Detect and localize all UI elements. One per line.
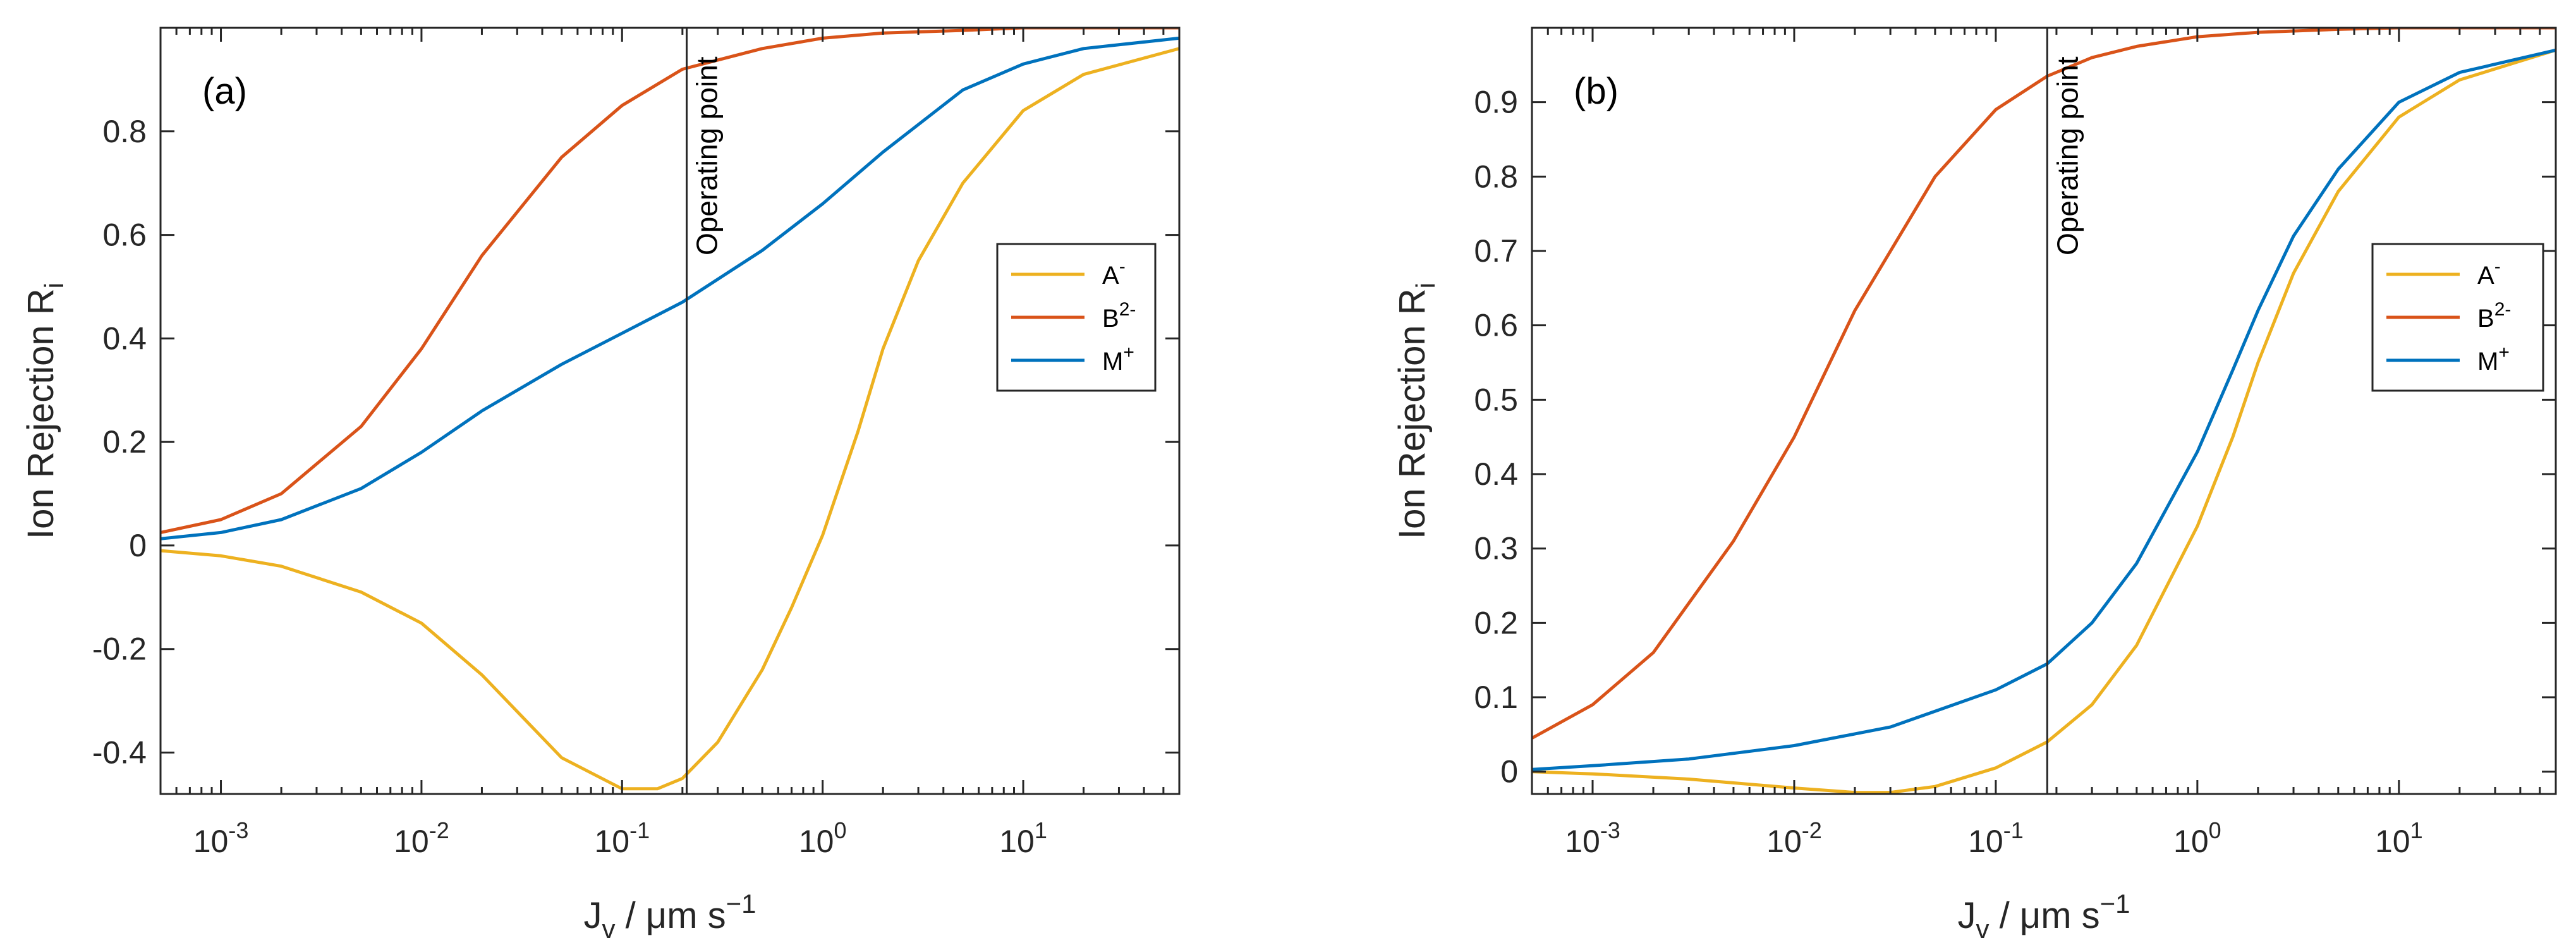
y-tick-label: 0.6 — [1474, 308, 1518, 343]
y-tick-label: 0 — [129, 528, 147, 563]
y-tick-label: 0.8 — [102, 114, 147, 149]
y-tick-label: 0.9 — [1474, 85, 1518, 120]
plot-area — [1532, 28, 2556, 794]
y-tick-label: 0.6 — [102, 217, 147, 253]
operating-point-label: Operating point — [691, 56, 724, 255]
panel-b: Operating point 10-3 10-2 10-1 100 101 0 0.1 0.2… — [1392, 27, 2557, 944]
x-tick-label: 10-2 — [394, 817, 449, 859]
x-tick-label: 10-1 — [1968, 817, 2024, 859]
x-tick-label: 101 — [999, 817, 1047, 859]
legend: A- B2- M+ — [996, 243, 1157, 392]
series-line-M — [161, 36, 1179, 540]
x-tick-label: 10-3 — [193, 817, 249, 859]
y-tick-label: 0 — [1500, 754, 1518, 790]
legend-label-A: A- — [2477, 256, 2501, 290]
panel-label: (a) — [202, 71, 247, 112]
panel-label: (b) — [1574, 71, 1619, 112]
axes-box — [159, 27, 1181, 795]
axes-box — [1531, 27, 2557, 795]
x-tick-label: 101 — [2375, 817, 2423, 859]
x-tick-label: 100 — [799, 817, 847, 859]
y-tick-label: 0.1 — [1474, 680, 1518, 715]
x-tick-label: 10-3 — [1565, 817, 1620, 859]
y-tick-label: 0.4 — [1474, 456, 1518, 492]
x-tick-label: 100 — [2173, 817, 2221, 859]
y-axis-label: Ion Rejection Ri — [20, 283, 69, 539]
y-tick-label: 0.7 — [1474, 233, 1518, 269]
legend-label-M: M+ — [1102, 342, 1134, 375]
legend-label-B: B2- — [2477, 299, 2511, 333]
y-tick-label: 0.3 — [1474, 531, 1518, 566]
y-tick-label: -0.2 — [92, 632, 147, 667]
x-axis-label: Jv / μm s−1 — [583, 889, 756, 944]
y-tick-label: 0.2 — [1474, 605, 1518, 640]
legend-label-A: A- — [1102, 256, 1126, 290]
y-tick-label: -0.4 — [92, 735, 147, 770]
series-line-A — [1532, 48, 2556, 794]
panel-a: Operating point 10-3 10-2 10-1 100 101 -0.4 -0.… — [20, 27, 1181, 944]
series-line-A — [161, 47, 1179, 791]
y-tick-label: 0.8 — [1474, 159, 1518, 194]
x-axis-label: Jv / μm s−1 — [1957, 889, 2130, 944]
y-tick-label: 0.4 — [102, 320, 147, 356]
y-axis-label: Ion Rejection Ri — [1392, 283, 1440, 539]
plot-area — [161, 28, 1179, 791]
operating-point-label: Operating point — [2051, 56, 2084, 255]
x-tick-label: 10-2 — [1766, 817, 1822, 859]
y-tick-label: 0.2 — [102, 424, 147, 460]
legend: A- B2- M+ — [2371, 243, 2544, 392]
y-tick-label: 0.5 — [1474, 382, 1518, 417]
legend-label-B: B2- — [1102, 299, 1136, 333]
series-line-M — [1532, 48, 2556, 771]
x-tick-label: 10-1 — [594, 817, 650, 859]
legend-label-M: M+ — [2477, 342, 2510, 375]
